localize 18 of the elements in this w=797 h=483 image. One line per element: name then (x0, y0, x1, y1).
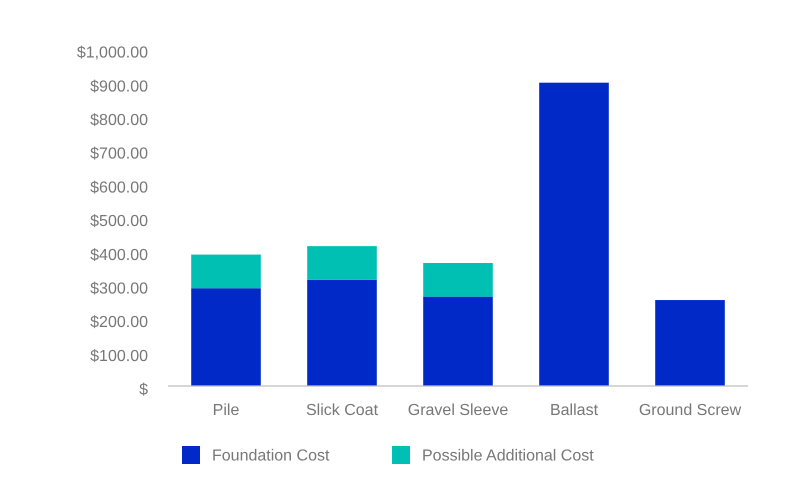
y-tick-label: $900.00 (90, 78, 148, 96)
y-tick-label: $500.00 (90, 213, 148, 230)
y-tick-label: $200.00 (90, 314, 148, 332)
y-tick-label: $400.00 (90, 246, 148, 264)
x-tick-label: Gravel Sleeve (408, 402, 508, 419)
y-tick-label: $800.00 (90, 112, 148, 129)
legend-label: Possible Additional Cost (422, 448, 594, 465)
y-tick-label: $1,000.00 (76, 44, 148, 62)
legend-label: Foundation Cost (212, 448, 330, 465)
x-tick-label: Pile (212, 402, 240, 419)
y-tick-label: $100.00 (90, 348, 148, 365)
y-tick-label: $300.00 (90, 280, 148, 298)
x-tick-label: Ground Screw (638, 402, 742, 419)
y-tick-label: $600.00 (90, 179, 148, 196)
y-tick-label: $700.00 (90, 146, 148, 163)
x-tick-label: Ballast (550, 402, 599, 419)
y-tick-label: $ (139, 382, 148, 399)
x-tick-label: Slick Coat (306, 402, 379, 419)
